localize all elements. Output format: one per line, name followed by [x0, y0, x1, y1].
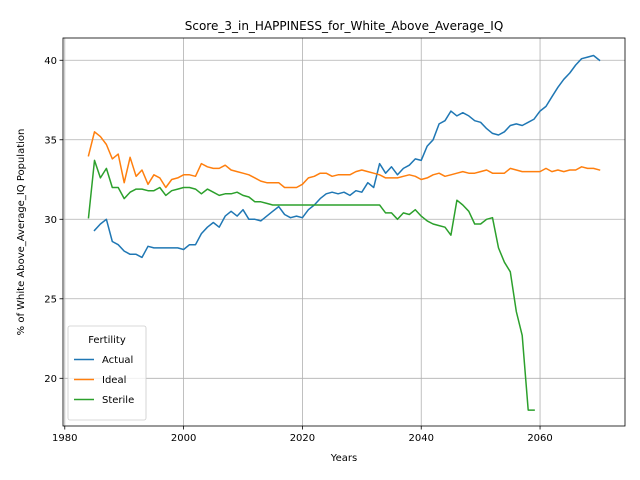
- legend-entry-ideal: Ideal: [102, 375, 126, 386]
- x-tick-label: 2060: [527, 433, 552, 444]
- x-tick-label: 2040: [409, 433, 434, 444]
- series-line-ideal: [87, 131, 601, 189]
- axis-ticks: 1980 2000 2020 2040 2060 20 25 30 35 40: [44, 56, 553, 444]
- legend-box: [67, 325, 147, 421]
- y-tick-label: 40: [44, 56, 57, 67]
- legend-entry-actual: Actual: [102, 355, 133, 366]
- x-tick-label: 1980: [52, 433, 77, 444]
- grid: [63, 38, 625, 426]
- x-tick-label: 2000: [171, 433, 196, 444]
- legend-title: Fertility: [88, 335, 126, 346]
- x-axis-label: Years: [330, 453, 357, 464]
- y-tick-label: 35: [44, 135, 57, 146]
- y-axis-label: % of White Above_Average_IQ Population: [16, 129, 27, 336]
- plot-frame: [62, 37, 626, 427]
- legend: Fertility Actual Ideal Sterile: [67, 325, 147, 421]
- y-tick-label: 25: [44, 294, 57, 305]
- series-line-sterile: [87, 159, 535, 411]
- legend-entry-sterile: Sterile: [102, 395, 134, 406]
- series-line-actual: [93, 54, 601, 259]
- chart-title: Score_3_in_HAPPINESS_for_White_Above_Ave…: [185, 19, 504, 33]
- series-lines: [87, 54, 601, 411]
- y-tick-label: 20: [44, 374, 57, 385]
- y-tick-label: 30: [44, 215, 57, 226]
- x-tick-label: 2020: [290, 433, 315, 444]
